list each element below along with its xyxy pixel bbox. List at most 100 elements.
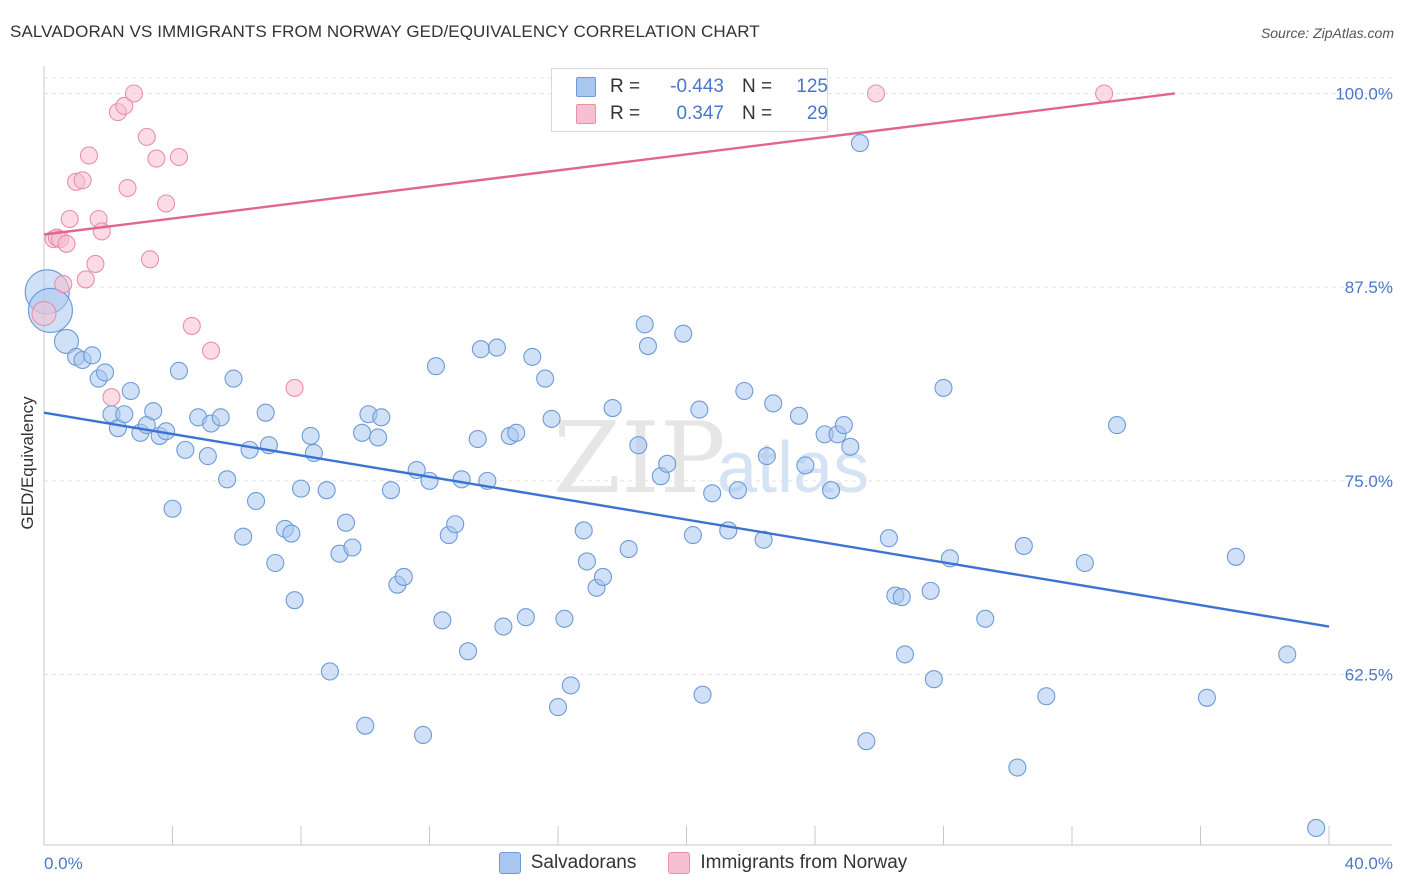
legend-label: Salvadorans (530, 852, 637, 873)
salvadoran-point (53, 328, 80, 354)
salvadoran-point (577, 552, 596, 571)
salvadoran-point (728, 481, 747, 500)
legend-swatch-pink (668, 852, 691, 874)
salvadoran-point (246, 491, 266, 511)
salvadoran-point (176, 440, 195, 459)
norway-point (157, 194, 176, 213)
salvadoran-point (1307, 818, 1326, 838)
salvadoran-point (317, 481, 336, 500)
salvadoran-point (95, 363, 115, 382)
salvadoran-point (336, 513, 356, 532)
salvadoran-point (372, 408, 391, 427)
salvadoran-point (1197, 688, 1216, 707)
salvadoran-point (548, 698, 568, 717)
salvadoran-point (83, 346, 102, 365)
norway-point (137, 127, 156, 146)
salvadoran-point (218, 470, 237, 489)
salvadoran-point (291, 479, 311, 498)
salvadoran-point (629, 436, 648, 455)
salvadoran-point (635, 315, 654, 334)
salvadoran-point (683, 526, 702, 545)
norway-point (86, 254, 105, 273)
salvadoran-point (1107, 416, 1127, 435)
norway-point (1095, 84, 1114, 103)
salvadoran-point (1278, 645, 1297, 664)
norway-point (31, 300, 57, 327)
norway-point (147, 149, 166, 168)
source-label: Source: ZipAtlas.com (1260, 25, 1394, 41)
legend-row-norway: R = 0.347 N = 29 (576, 102, 828, 126)
norway-point (182, 316, 201, 335)
salvadoran-point (536, 369, 555, 388)
salvadoran-point (234, 527, 253, 546)
salvadoran-point (121, 381, 140, 401)
salvadoran-point (1014, 536, 1033, 555)
salvadoran-point (369, 428, 388, 447)
salvadoran-point (895, 645, 915, 664)
legend-row-salvadorans: R = -0.443 N = 125 (576, 75, 828, 99)
legend-n-value: 125 (796, 76, 828, 97)
salvadoran-point (356, 716, 375, 735)
salvadoran-point (850, 134, 870, 153)
norway-trend-line (43, 92, 1175, 236)
salvadoran-point (561, 676, 580, 695)
salvadoran-point (1075, 553, 1094, 573)
salvadoran-point (452, 470, 471, 489)
norway-point (124, 84, 143, 103)
salvadoran-point (320, 662, 339, 681)
norway-point (57, 234, 76, 253)
salvadoran-point (841, 437, 860, 456)
norway-point (60, 209, 79, 229)
salvadoran-point (834, 416, 853, 435)
salvadoran-point (516, 608, 535, 627)
salvadoran-point (934, 378, 953, 397)
norway-point (54, 275, 73, 294)
norway-point (202, 341, 221, 360)
legend-item-salvadorans[interactable]: Salvadorans (498, 852, 637, 874)
axes (43, 66, 1392, 846)
salvadoran-point (1226, 547, 1245, 566)
series-legend: Salvadorans Immigrants from Norway (0, 852, 1406, 874)
legend-r-label: R = (610, 103, 641, 124)
salvadoran-point (426, 357, 445, 376)
salvadoran-point (892, 588, 911, 607)
legend-n-value: 29 (806, 103, 828, 124)
salvadoran-point (703, 484, 722, 503)
norway-point (285, 378, 304, 397)
legend-n-label: N = (742, 103, 773, 124)
y-tick-label: 75.0% (1345, 472, 1393, 491)
salvadoran-point (921, 581, 940, 600)
salvadoran-point (542, 409, 561, 428)
salvadoran-point (414, 725, 433, 745)
norway-point (73, 171, 92, 190)
salvadoran-point (468, 429, 487, 449)
salvadoran-point (619, 539, 638, 559)
salvadoran-point (433, 611, 452, 630)
salvadoran-point (638, 337, 658, 356)
legend-item-norway[interactable]: Immigrants from Norway (668, 852, 907, 874)
salvadoran-point (879, 529, 898, 548)
salvadoran-point (674, 324, 693, 343)
trend-lines (43, 92, 1330, 628)
salvadoran-point (381, 481, 401, 500)
salvadoran-point (857, 732, 876, 751)
salvadoran-point (494, 617, 513, 636)
salvadoran-point (198, 447, 217, 466)
norway-point (169, 147, 188, 167)
watermark-zip: ZIP (553, 402, 726, 516)
salvadoran-point (115, 405, 134, 424)
salvadoran-point (144, 402, 163, 421)
norway-point (79, 146, 99, 165)
stats-legend: R = -0.443 N = 125 R = 0.347 N = 29 (551, 68, 828, 132)
salvadoran-point (1037, 687, 1056, 706)
salvadoran-point (735, 381, 754, 401)
y-tick-label: 62.5% (1345, 666, 1393, 685)
salvadoran-point (343, 538, 362, 557)
salvadoran-point (603, 398, 622, 418)
legend-swatch-blue (498, 852, 521, 874)
legend-swatch-pink (576, 104, 596, 124)
salvadoran-point (394, 567, 413, 586)
norway-point (115, 96, 134, 115)
salvadoran-point (796, 456, 815, 475)
